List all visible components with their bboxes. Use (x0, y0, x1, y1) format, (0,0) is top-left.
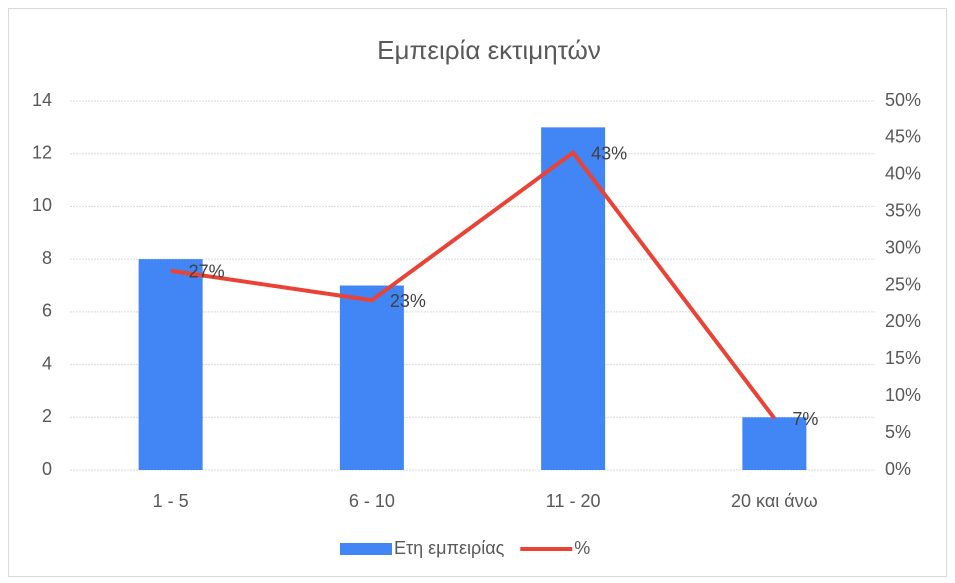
x-tick-label: 11 - 20 (546, 491, 601, 511)
y2-tick-label: 30% (885, 237, 921, 257)
y-tick-label: 12 (32, 142, 52, 162)
y2-tick-label: 15% (885, 348, 921, 368)
x-tick-label: 6 - 10 (349, 491, 395, 511)
y-tick-label: 14 (32, 90, 52, 110)
x-tick-label: 1 - 5 (153, 491, 189, 511)
x-tick-label: 20 και άνω (731, 491, 818, 511)
legend-label: % (574, 538, 590, 558)
data-label: 27% (189, 261, 225, 281)
y2-tick-label: 50% (885, 90, 921, 110)
bar (339, 285, 404, 470)
line (170, 150, 776, 420)
bar (541, 127, 606, 470)
data-label: 7% (792, 409, 818, 429)
y-tick-label: 2 (42, 406, 52, 426)
y2-tick-label: 0% (885, 459, 911, 479)
y-tick-label: 8 (42, 248, 52, 268)
y-tick-label: 4 (42, 353, 52, 373)
chart-title: Εμπειρία εκτιμητών (377, 35, 601, 65)
bar (742, 417, 807, 470)
bar (138, 259, 203, 470)
y-tick-label: 0 (42, 459, 52, 479)
y2-tick-label: 5% (885, 422, 911, 442)
legend-swatch (340, 543, 392, 555)
y2-tick-label: 10% (885, 385, 921, 405)
data-label: 23% (390, 291, 426, 311)
y2-tick-label: 25% (885, 274, 921, 294)
y2-tick-label: 45% (885, 127, 921, 147)
y2-tick-label: 20% (885, 311, 921, 331)
y2-tick-label: 35% (885, 200, 921, 220)
legend-label: Ετη εμπειρίας (394, 538, 505, 558)
y2-tick-label: 40% (885, 164, 921, 184)
y-tick-label: 6 (42, 301, 52, 321)
y-tick-label: 10 (32, 195, 52, 215)
data-label: 43% (591, 143, 627, 163)
